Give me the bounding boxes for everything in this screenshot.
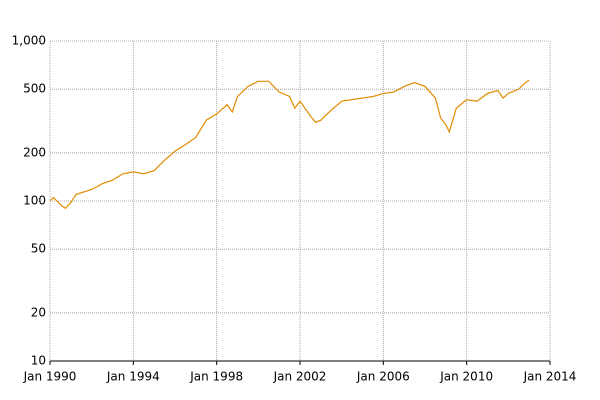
x-tick-label: Jan 2006 — [356, 370, 410, 384]
x-tick-label: Jan 1990 — [23, 370, 77, 384]
y-tick-label: 10 — [31, 354, 46, 368]
x-tick-label: Jan 2014 — [523, 370, 577, 384]
y-tick-label: 50 — [31, 242, 46, 256]
y-tick-label: 100 — [23, 194, 46, 208]
x-tick-label: Jan 2002 — [273, 370, 327, 384]
y-tick-label: 1,000 — [12, 34, 46, 48]
y-tick-label: 200 — [23, 145, 46, 159]
y-tick-label: 500 — [23, 82, 46, 96]
x-tick-label: Jan 2010 — [439, 370, 493, 384]
y-tick-label: 20 — [31, 305, 46, 319]
x-tick-label: Jan 1998 — [189, 370, 243, 384]
x-tick-label: Jan 1994 — [106, 370, 160, 384]
line-series — [49, 79, 530, 210]
